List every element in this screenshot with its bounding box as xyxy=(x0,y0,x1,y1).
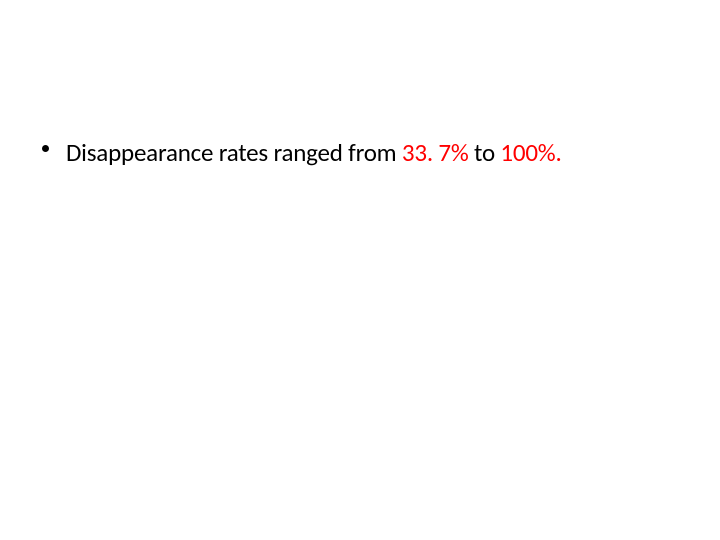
text-segment-red-1: 33. 7% xyxy=(402,137,474,168)
text-segment-black-2: to xyxy=(474,137,500,168)
bullet-marker xyxy=(42,145,49,152)
bullet-item: Disappearance rates ranged from 33. 7% t… xyxy=(38,138,682,168)
text-segment-black-1: Disappearance rates ranged from xyxy=(66,137,402,168)
slide: Disappearance rates ranged from 33. 7% t… xyxy=(0,0,720,540)
bullet-text: Disappearance rates ranged from 33. 7% t… xyxy=(66,137,562,168)
text-segment-red-2: 100%. xyxy=(500,137,561,168)
bullet-list: Disappearance rates ranged from 33. 7% t… xyxy=(38,138,682,168)
